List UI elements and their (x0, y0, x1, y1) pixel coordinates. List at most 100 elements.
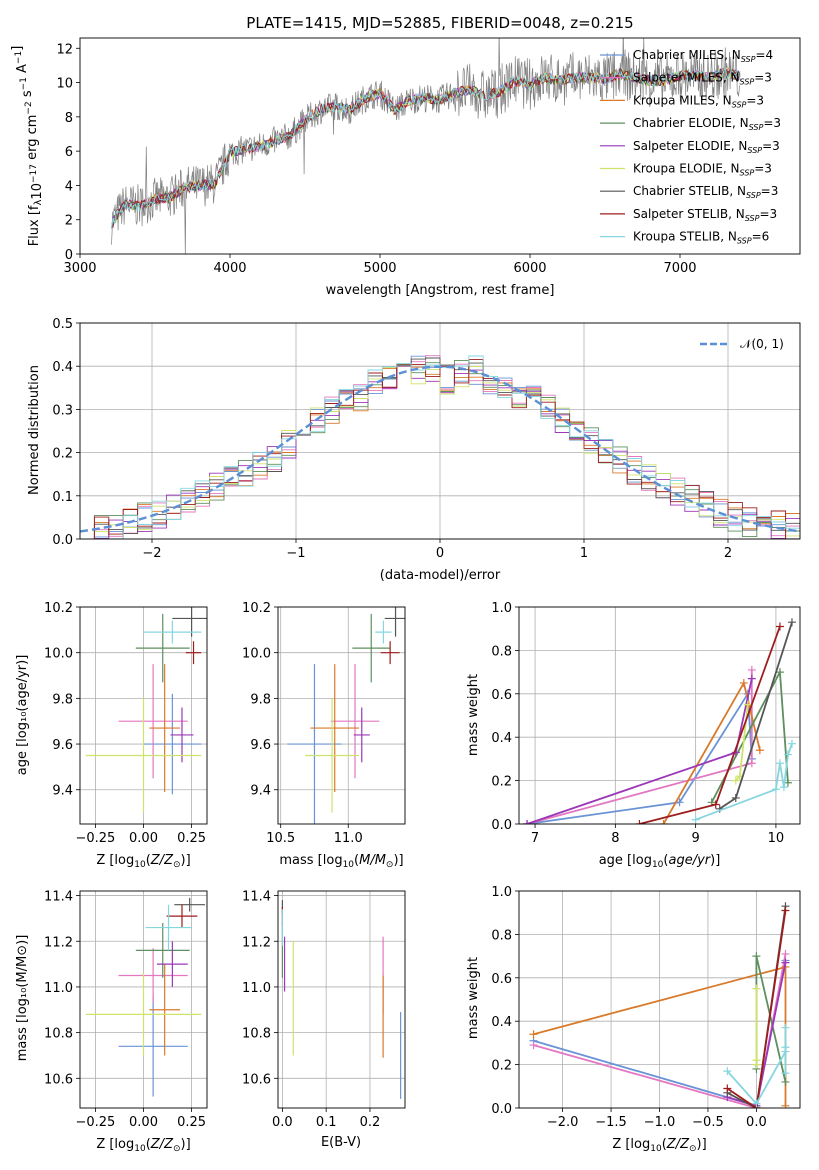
panel-2: −0.25 0.00 0.25 9.4 9.6 9.8 10.0 10.2 Z [log10(Z… (44, 601, 208, 870)
plus-marker (752, 984, 761, 993)
plus-marker (783, 750, 792, 759)
x-tick-label: 4000 (213, 261, 246, 276)
x-tick-label: 0.0 (272, 1115, 293, 1130)
legend-label: Chabrier STELIB, NSSP=3 (633, 184, 778, 200)
y-tick-label: 8 (65, 111, 73, 126)
axes-frame (79, 37, 801, 255)
legend-label: Kroupa MILES, NSSP=3 (633, 93, 764, 109)
plus-marker (781, 1023, 790, 1032)
y-tick-label: 0.8 (491, 644, 512, 659)
y-tick-label: 10.0 (44, 647, 73, 662)
plus-marker (787, 739, 796, 748)
x-tick-label: 0.25 (177, 831, 206, 846)
plus-marker (752, 1099, 761, 1108)
y-tick-label: 0.4 (491, 1015, 512, 1030)
x-tick-label: 0.1 (316, 1115, 337, 1130)
y-tick-label: 9.6 (52, 738, 73, 753)
histogram-step (80, 364, 800, 539)
residual-ylabel: Normed distribution (27, 365, 42, 495)
plus-marker (529, 1030, 538, 1039)
model-fit-line (111, 67, 741, 229)
age-ylabel: age [log₁₀(age/yr)] (15, 655, 30, 776)
plus-marker (743, 700, 752, 709)
y-tick-label: 0.1 (52, 490, 73, 505)
axes-frame (79, 322, 801, 540)
y-tick-label: 4 (65, 179, 73, 194)
legend-normal-label: 𝒩(0, 1) (740, 337, 784, 351)
legend-label: Salpeter STELIB, NSSP=3 (633, 207, 777, 223)
data-spectrum-line (111, 38, 741, 254)
plus-marker (723, 1084, 732, 1093)
mass-weight-line (533, 953, 787, 1108)
y-tick-label: 11.4 (242, 890, 271, 905)
legend-label: Salpeter ELODIE, NSSP=3 (633, 139, 780, 155)
x-tick-label: 0.00 (129, 1115, 158, 1130)
y-tick-label: 1.0 (491, 885, 512, 900)
plot-area (523, 618, 796, 824)
axes-frame (277, 606, 406, 825)
plus-marker (775, 759, 784, 768)
plus-marker (781, 949, 790, 958)
errorbar-point (118, 664, 188, 779)
errorbar-point (172, 607, 207, 637)
plot-area (281, 900, 402, 1099)
y-tick-label: 0.5 (52, 317, 73, 332)
legend-label: Kroupa STELIB, NSSP=6 (633, 230, 769, 246)
x-tick-label: 7000 (663, 261, 696, 276)
plus-marker (787, 618, 796, 627)
plus-marker (731, 793, 740, 802)
errorbar-point (149, 964, 181, 1056)
y-tick-label: 0.0 (491, 1102, 512, 1117)
y-tick-label: 2 (65, 214, 73, 229)
x-axis-label: mass [log10(M/M⊙)] (279, 853, 403, 870)
y-tick-label: 10.0 (242, 647, 271, 662)
y-tick-label: 0.2 (491, 775, 512, 790)
plus-marker (771, 785, 780, 794)
y-tick-label: 10.2 (44, 601, 73, 616)
plus-marker (775, 622, 784, 631)
x-tick-label: 8 (611, 831, 619, 846)
legend-label: Kroupa ELODIE, NSSP=3 (633, 162, 772, 178)
errorbar-point (135, 922, 190, 978)
plus-marker (755, 746, 764, 755)
x-tick-label: 0.0 (746, 1115, 767, 1130)
mw-age-ylabel: mass weight (466, 674, 481, 756)
x-tick-label: −2.0 (547, 1115, 579, 1130)
x-tick-label: 0.2 (360, 1115, 381, 1130)
x-axis-label: Z [log10(Z/Z⊙)] (96, 1137, 190, 1154)
plus-marker (781, 1043, 790, 1052)
plus-marker (731, 776, 740, 785)
errorbar-point (353, 707, 370, 763)
y-tick-label: 10 (56, 77, 73, 92)
x-tick-label: −1.0 (644, 1115, 676, 1130)
panel-5: −0.25 0.00 0.25 10.6 10.8 11.0 11.2 11.4 Z [log1… (44, 890, 208, 1154)
y-tick-label: 10.2 (242, 601, 271, 616)
errorbar-point (287, 664, 342, 824)
normal-curve (80, 365, 800, 533)
plot-area (529, 902, 790, 1108)
plus-marker (775, 668, 784, 677)
mw-z-ylabel: mass weight (466, 957, 481, 1039)
x-tick-label: 0.00 (129, 831, 158, 846)
plus-marker (523, 820, 532, 824)
x-axis-label: age [log10(age/yr)] (599, 853, 721, 870)
errorbar-point (145, 904, 192, 951)
errorbar-point (166, 904, 198, 928)
x-tick-label: −2 (142, 546, 161, 561)
y-tick-label: 11.4 (44, 890, 73, 905)
spectrum-ylabel: Flux [fλ10−17 erg cm−2 s−1 A−1] (10, 46, 45, 247)
plus-marker (779, 783, 788, 792)
y-tick-label: 0.0 (52, 533, 73, 548)
plus-marker (529, 1041, 538, 1050)
errorbar-point (85, 973, 202, 1056)
errorbar-point (310, 664, 360, 793)
legend-label: Chabrier MILES, NSSP=4 (633, 48, 773, 64)
y-tick-label: 0.4 (491, 731, 512, 746)
x-tick-label: 0 (436, 546, 444, 561)
mass-weight-line (526, 669, 753, 824)
x-tick-label: −0.25 (75, 831, 115, 846)
y-tick-label: 9.4 (52, 784, 73, 799)
mass-weight-line (526, 678, 753, 824)
mass-weight-line (526, 690, 753, 824)
